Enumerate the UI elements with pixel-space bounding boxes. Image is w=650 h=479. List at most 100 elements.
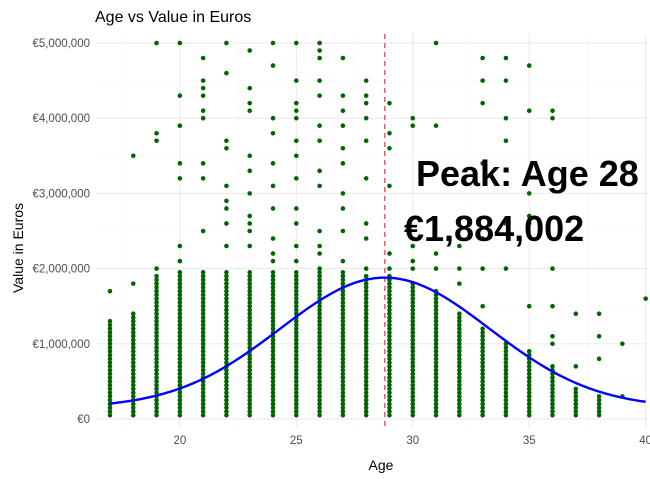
scatter-point bbox=[457, 371, 462, 377]
scatter-point bbox=[224, 307, 229, 313]
scatter-point bbox=[224, 277, 229, 283]
scatter-point bbox=[107, 360, 113, 365]
scatter-point bbox=[457, 349, 462, 354]
scatter-point bbox=[433, 386, 439, 392]
scatter-point bbox=[387, 281, 392, 286]
scatter-point bbox=[294, 296, 299, 301]
scatter-point bbox=[387, 379, 392, 384]
scatter-point bbox=[200, 412, 206, 418]
scatter-point bbox=[247, 296, 253, 301]
scatter-point bbox=[200, 409, 206, 414]
scatter-point bbox=[596, 333, 602, 339]
scatter-point bbox=[410, 405, 416, 410]
scatter-point bbox=[177, 349, 183, 354]
x-tick-label: 30 bbox=[406, 435, 419, 447]
scatter-point bbox=[200, 341, 206, 347]
scatter-point bbox=[503, 266, 509, 271]
scatter-point bbox=[526, 394, 532, 399]
scatter-point bbox=[457, 401, 462, 407]
scatter-point bbox=[177, 318, 183, 324]
scatter-point bbox=[270, 360, 276, 365]
scatter-point bbox=[270, 405, 276, 410]
scatter-point bbox=[200, 288, 206, 294]
scatter-point bbox=[247, 382, 253, 388]
scatter-point bbox=[433, 123, 439, 129]
scatter-point bbox=[526, 349, 532, 354]
scatter-point bbox=[107, 405, 113, 410]
scatter-point bbox=[503, 364, 509, 369]
scatter-point bbox=[340, 281, 346, 286]
scatter-point bbox=[387, 303, 392, 309]
scatter-point bbox=[317, 251, 322, 256]
scatter-point bbox=[247, 390, 253, 395]
scatter-point bbox=[317, 168, 322, 174]
scatter-point bbox=[154, 352, 159, 358]
scatter-point bbox=[363, 333, 369, 339]
scatter-point bbox=[480, 371, 485, 377]
scatter-point bbox=[224, 356, 229, 362]
scatter-point bbox=[340, 315, 346, 320]
scatter-point bbox=[550, 409, 555, 414]
scatter-point bbox=[340, 412, 346, 418]
scatter-point bbox=[200, 300, 206, 305]
scatter-point bbox=[177, 277, 183, 283]
scatter-point bbox=[270, 337, 276, 343]
scatter-point bbox=[480, 375, 485, 380]
scatter-point bbox=[154, 386, 159, 392]
scatter-point bbox=[294, 394, 299, 399]
scatter-point bbox=[387, 375, 392, 380]
scatter-point bbox=[480, 236, 485, 241]
scatter-point bbox=[200, 285, 206, 290]
scatter-point bbox=[107, 330, 113, 335]
scatter-point bbox=[294, 303, 299, 309]
scatter-point bbox=[200, 382, 206, 388]
scatter-point bbox=[224, 281, 229, 286]
scatter-point bbox=[224, 221, 229, 226]
scatter-point bbox=[573, 311, 579, 317]
scatter-point bbox=[340, 326, 346, 332]
scatter-point bbox=[410, 386, 416, 392]
y-axis-title: Value in Euros bbox=[10, 203, 26, 293]
scatter-point bbox=[224, 349, 229, 354]
scatter-point bbox=[294, 176, 299, 181]
scatter-point bbox=[154, 360, 159, 365]
scatter-point bbox=[573, 401, 579, 407]
scatter-point bbox=[340, 228, 346, 234]
scatter-point bbox=[270, 258, 276, 264]
scatter-point bbox=[247, 285, 253, 290]
scatter-point bbox=[387, 100, 392, 106]
scatter-point bbox=[480, 333, 485, 339]
scatter-point bbox=[340, 386, 346, 392]
scatter-point bbox=[154, 337, 159, 343]
scatter-point bbox=[200, 228, 206, 234]
scatter-point bbox=[433, 401, 439, 407]
scatter-point bbox=[363, 349, 369, 354]
scatter-point bbox=[247, 243, 253, 249]
scatter-point bbox=[130, 322, 136, 328]
scatter-point bbox=[224, 288, 229, 294]
scatter-point bbox=[433, 367, 439, 373]
scatter-point bbox=[270, 130, 276, 136]
scatter-point bbox=[224, 397, 229, 403]
scatter-point bbox=[200, 330, 206, 335]
scatter-point bbox=[433, 394, 439, 399]
scatter-point bbox=[200, 371, 206, 377]
scatter-point bbox=[457, 409, 462, 414]
scatter-point bbox=[200, 307, 206, 313]
scatter-point bbox=[387, 285, 392, 290]
scatter-point bbox=[270, 394, 276, 399]
scatter-point bbox=[177, 288, 183, 294]
scatter-point bbox=[480, 394, 485, 399]
scatter-point bbox=[433, 364, 439, 369]
scatter-point bbox=[526, 367, 532, 373]
scatter-point bbox=[363, 315, 369, 320]
scatter-point bbox=[433, 397, 439, 403]
scatter-point bbox=[130, 341, 136, 347]
scatter-point bbox=[154, 405, 159, 410]
scatter-point bbox=[107, 390, 113, 395]
scatter-point bbox=[363, 303, 369, 309]
scatter-point bbox=[154, 315, 159, 320]
scatter-point bbox=[526, 375, 532, 380]
scatter-point bbox=[480, 386, 485, 392]
scatter-point bbox=[457, 412, 462, 418]
